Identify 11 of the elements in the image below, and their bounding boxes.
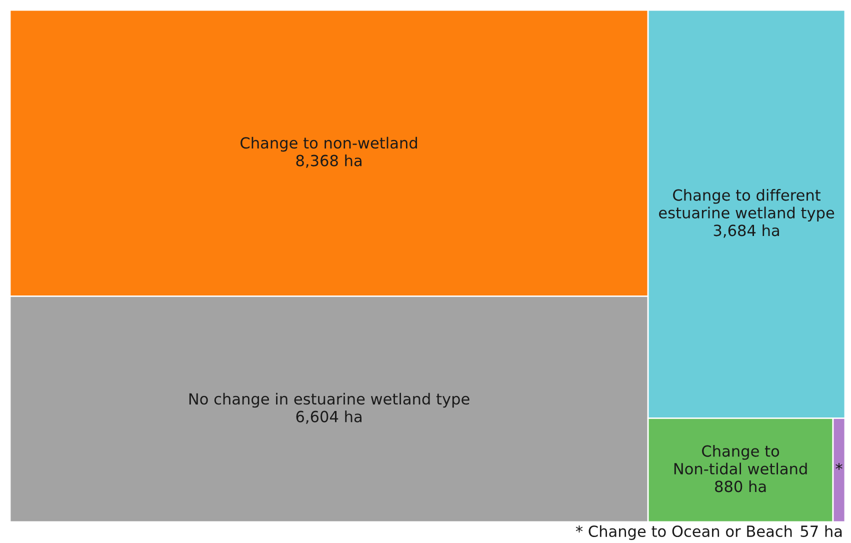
data-label: 3,684 ha (714, 224, 779, 238)
category-label: Change to different estuarine wetland type (659, 189, 834, 222)
data-label: 6,604 ha (296, 410, 362, 424)
category-label: * (836, 462, 842, 470)
category-label: No change in estuarine wetland type (189, 392, 470, 408)
data-label: 880 ha (715, 480, 766, 492)
data-label: 57 ha (800, 525, 842, 538)
category-label: Change to non-wetland (240, 136, 417, 152)
text: * Change to Ocean or Beach (576, 525, 792, 540)
data-label: 8,368 ha (296, 154, 362, 168)
category-label: Change to Non-tidal wetland (674, 445, 807, 475)
